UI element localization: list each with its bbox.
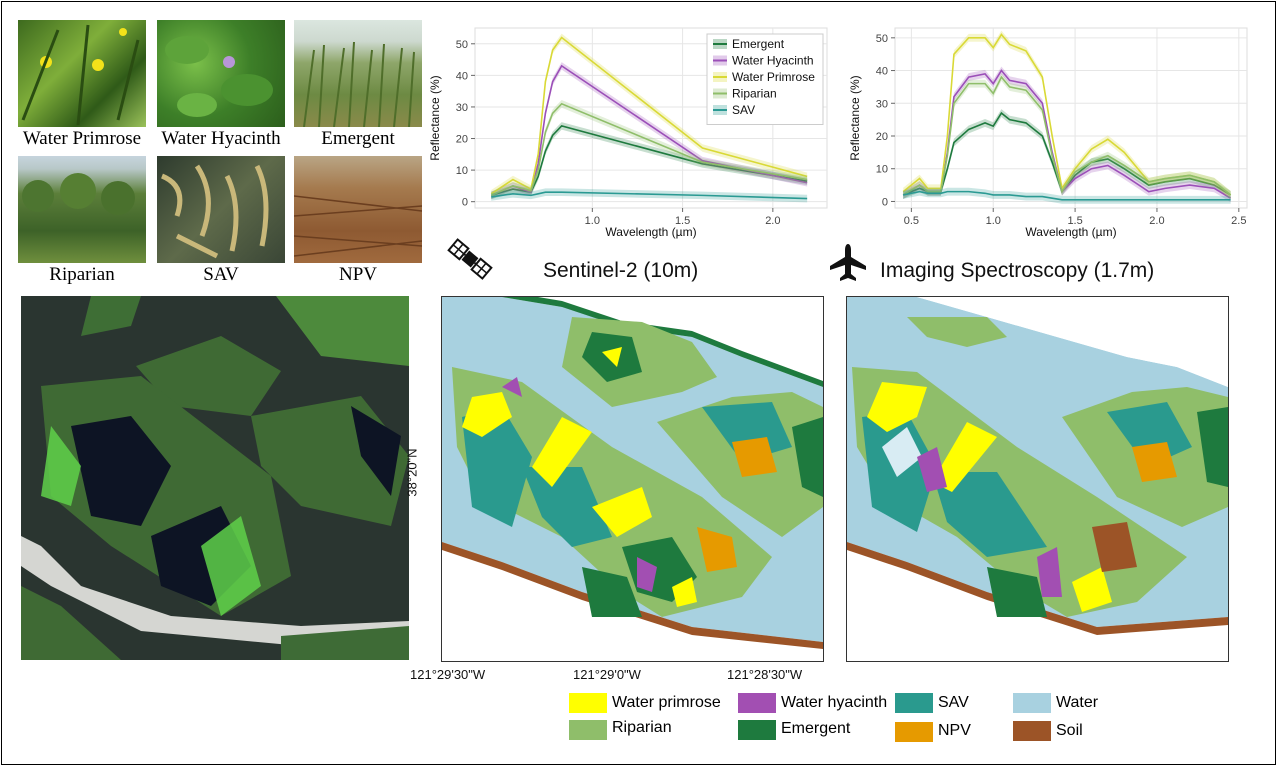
photo-label: Water Hyacinth [161,128,281,149]
airplane-icon [828,242,868,282]
legend-swatch-water [1013,693,1051,713]
x-tick-label: 2.5 [1231,215,1246,227]
series-line [490,36,808,195]
y-tick-label: 40 [456,70,468,82]
series-line [903,190,1231,201]
series-line [491,191,808,200]
legend-label: SAV [938,694,969,711]
series-line [902,111,1232,196]
latitude-label: 38°20"N [404,448,420,497]
series-line [491,124,808,197]
x-tick-label: 1.5 [675,215,690,227]
y-tick-label: 50 [456,39,468,51]
legend-label: Water hyacinth [781,694,888,711]
photo-label: Emergent [321,128,395,149]
y-tick-label: 30 [456,102,468,114]
legend-swatch-water-primrose [569,693,607,713]
y-tick-label: 20 [456,134,468,146]
series-line [490,102,808,197]
aerial-photo [21,296,409,660]
y-tick-label: 20 [876,131,888,143]
photo-sav [157,156,285,263]
photo-label: Water Primrose [22,128,142,149]
photo-emergent [294,20,422,127]
photo-label: SAV [203,264,239,285]
sentinel-classification-map [441,296,824,662]
x-axis-title: Wavelength (µm) [1025,225,1116,239]
x-tick-label: 0.5 [904,215,919,227]
legend-label: NPV [938,722,971,739]
x-tick-label: 1.5 [1067,215,1082,227]
x-tick-label: 2.0 [1149,215,1164,227]
y-tick-label: 10 [456,165,468,177]
longitude-label: 121°29'0"W [573,667,641,682]
y-tick-label: 40 [876,66,888,78]
legend-label: Soil [1056,722,1083,739]
y-tick-label: 0 [462,197,468,209]
y-axis-title: Reflectance (%) [428,75,442,160]
satellite-icon [446,236,494,282]
x-tick-label: 1.0 [585,215,600,227]
x-tick-label: 2.0 [765,215,780,227]
legend-swatch-npv [895,722,933,742]
photo-water-hyacinth [157,20,285,127]
legend-swatch-soil [1013,721,1051,741]
photo-water-primrose [18,20,146,127]
series-band [903,109,1231,199]
x-axis-title: Wavelength (µm) [605,225,696,239]
sentinel-map-title: Sentinel-2 (10m) [543,259,699,282]
legend-entry: Water Hyacinth [732,54,814,68]
legend-label: Riparian [612,719,672,736]
series-band [491,33,808,198]
legend-swatch-water-hyacinth [738,693,776,713]
imaging-classification-map [846,296,1229,662]
y-axis-title: Reflectance (%) [848,75,862,160]
legend-entry: Emergent [732,37,785,51]
legend-swatch-sav [895,693,933,713]
photo-riparian [18,156,146,263]
legend-entry: Riparian [732,87,777,101]
photo-npv [294,156,422,263]
legend-swatch-emergent [738,720,776,740]
series-band [491,62,808,200]
y-tick-label: 0 [882,196,888,208]
spectral-chart-sentinel: 1.0 1.5 2.0 0 10 20 30 40 50 Wavelength (µm) Refle… [428,27,828,239]
longitude-label: 121°28'30"W [727,667,803,682]
legend-entry: Water Primrose [732,70,815,84]
legend-entry: SAV [732,103,755,117]
x-tick-label: 1.0 [986,215,1001,227]
legend-label: Water [1056,694,1099,711]
spectral-chart-imaging: 0.5 1.0 1.5 2.0 2.5 0 10 20 30 40 50 Wavelength (µm… [848,27,1248,239]
longitude-label: 121°29'30"W [410,667,486,682]
y-tick-label: 50 [876,33,888,45]
y-tick-label: 30 [876,98,888,110]
y-tick-label: 10 [876,164,888,176]
series-line [902,75,1232,196]
imaging-map-title: Imaging Spectroscopy (1.7m) [880,259,1155,282]
legend-swatch-riparian [569,720,607,740]
legend-label: Water primrose [612,694,721,711]
legend-label: Emergent [781,720,851,737]
photo-label: Riparian [49,264,115,285]
photo-label: NPV [338,264,377,285]
